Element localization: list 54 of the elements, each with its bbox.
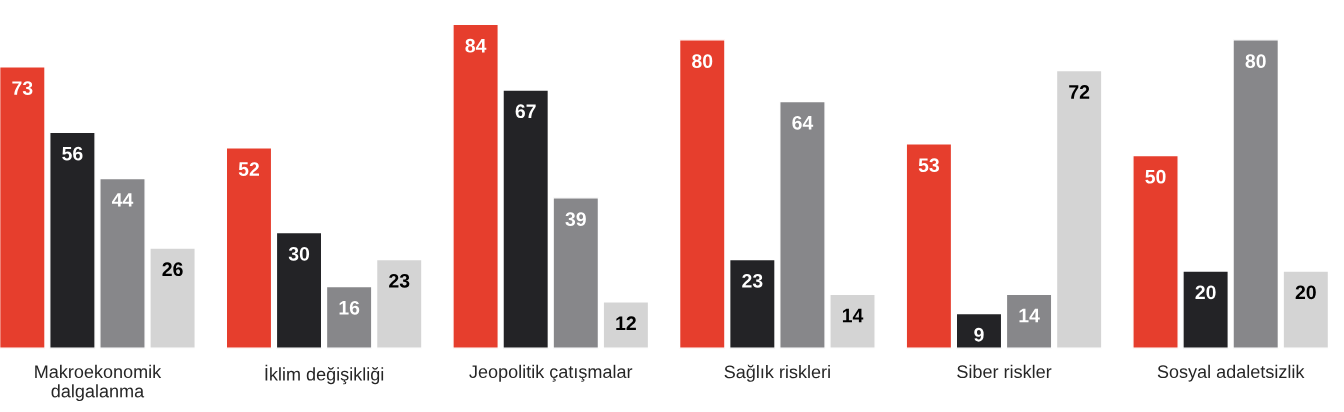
bar: [375, 258, 423, 349]
bar: [325, 285, 373, 349]
data-label: 73: [12, 81, 33, 96]
x-tick-label: İklim değişikliği: [265, 364, 384, 385]
bar: [149, 247, 196, 349]
data-label: 16: [339, 300, 360, 315]
x-tick-label: Jeopolitik çatışmalar: [469, 364, 633, 382]
bar: [1182, 270, 1229, 349]
data-label: 30: [288, 246, 310, 261]
data-label: 67: [515, 104, 536, 119]
data-label: 72: [1069, 85, 1090, 99]
data-label: 44: [111, 193, 134, 207]
bar: [955, 312, 1003, 349]
data-label: 53: [918, 158, 940, 173]
data-label: 9: [974, 327, 984, 342]
bar: [552, 197, 600, 349]
data-label: 64: [792, 115, 814, 130]
data-label: 52: [238, 162, 259, 176]
bar: [829, 293, 876, 349]
data-label: 14: [842, 308, 864, 323]
x-tick-label: Siber riskler: [957, 364, 1052, 379]
data-label: 23: [389, 273, 410, 288]
data-label: 50: [1145, 169, 1166, 184]
bar: [1132, 154, 1179, 349]
data-label: 23: [742, 273, 763, 288]
data-label: 14: [1019, 308, 1040, 323]
bar: [49, 131, 96, 349]
bar: [1232, 39, 1280, 349]
bar: [602, 301, 650, 349]
data-label: 80: [1245, 54, 1266, 69]
data-label: 84: [465, 38, 487, 53]
data-label: 39: [565, 212, 586, 227]
data-label: 80: [692, 54, 713, 69]
bar: [99, 177, 146, 349]
data-label: 20: [1195, 285, 1216, 300]
bar: [225, 147, 273, 349]
data-label: 26: [162, 262, 183, 277]
bar: [275, 231, 323, 349]
data-label: 20: [1295, 285, 1316, 300]
x-tick-label: Sosyal adaletsizlik: [1157, 364, 1305, 382]
bar: [0, 66, 46, 349]
bar: [452, 23, 499, 349]
data-label: 12: [616, 316, 636, 330]
x-tick-label: Makroekonomik dalgalanma: [35, 364, 162, 402]
x-tick-label: Sağlık riskleri: [724, 364, 830, 382]
bar: [502, 89, 550, 349]
bar: [905, 143, 953, 349]
bar: [728, 258, 776, 349]
bar: [1005, 293, 1053, 349]
bar: [678, 39, 726, 349]
bar: [1282, 270, 1330, 349]
bar: [779, 100, 826, 349]
data-label: 56: [62, 146, 83, 161]
bar: [1055, 69, 1103, 349]
